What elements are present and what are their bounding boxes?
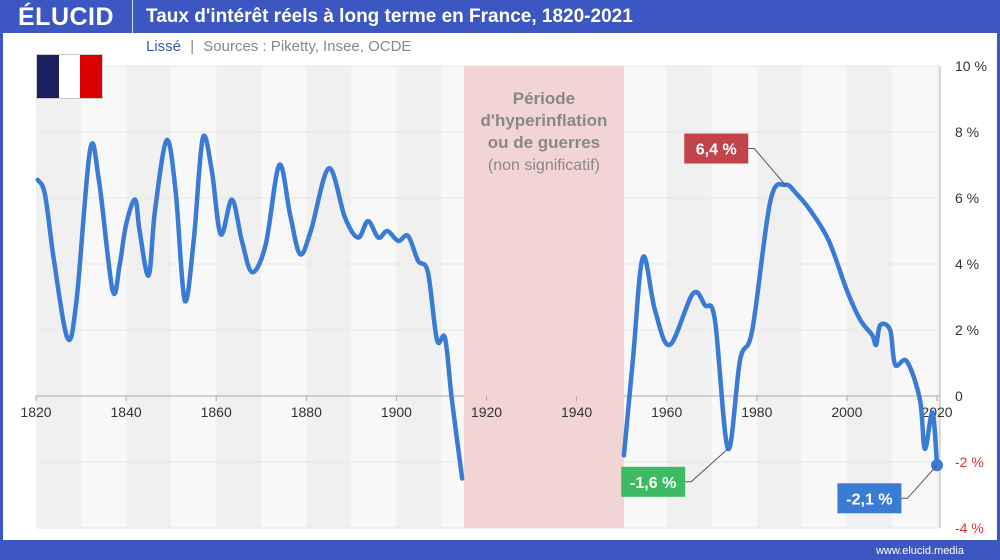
x-tick-label: 1920 (471, 404, 502, 420)
annotation-leader (901, 464, 938, 499)
sources-label: Sources : Piketty, Insee, OCDE (203, 38, 412, 55)
y-tick-label: 8 % (955, 124, 979, 140)
x-tick-label: 2000 (831, 404, 862, 420)
decade-stripe (306, 66, 352, 528)
y-tick-label: 0 (955, 388, 963, 404)
annotation-box (684, 133, 749, 164)
subtitle-separator: | (190, 38, 195, 55)
chart-subtitle: Lissé | Sources : Piketty, Insee, OCDE (146, 38, 411, 55)
header-bar: ÉLUCID Taux d'intérêt réels à long terme… (0, 0, 1000, 33)
smoothed-label: Lissé (146, 38, 182, 55)
annotation-leader (748, 148, 786, 186)
decade-stripe (801, 66, 847, 528)
band-label-line: (non significatif) (488, 157, 600, 174)
annotation-box (837, 483, 902, 514)
flag-white (58, 55, 81, 98)
annotation-label: 6,4 % (696, 142, 737, 159)
header-divider (132, 0, 133, 33)
x-tick-label: 1820 (20, 404, 51, 420)
x-tick-label: 1960 (651, 404, 682, 420)
y-tick-label: 2 % (955, 322, 979, 338)
france-flag-icon (36, 54, 103, 99)
x-tick-label: 1860 (201, 404, 232, 420)
decade-stripe (396, 66, 442, 528)
band-label-line: ou de guerres (488, 133, 600, 152)
y-tick-label: 10 % (955, 58, 987, 74)
x-tick-label: 1880 (291, 404, 322, 420)
hyperinflation-band (463, 66, 624, 528)
annotation-box (621, 466, 686, 497)
elucid-logo: ÉLUCID (18, 3, 115, 31)
series-line (35, 133, 465, 481)
decade-stripe (891, 66, 937, 528)
annotation-label: -1,6 % (630, 475, 676, 492)
x-tick-label: 1980 (741, 404, 772, 420)
annotation-leader (685, 448, 729, 483)
x-tick-label: 1900 (381, 404, 412, 420)
decade-stripe (846, 66, 892, 528)
x-tick-label: 1940 (561, 404, 592, 420)
chart-title: Taux d'intérêt réels à long terme en Fra… (146, 6, 633, 27)
flag-red (80, 55, 103, 98)
decade-stripe (621, 66, 667, 528)
x-tick-label: 1840 (111, 404, 142, 420)
decade-stripe (261, 66, 307, 528)
decade-stripe (351, 66, 397, 528)
y-tick-label: 6 % (955, 190, 979, 206)
decade-stripe (937, 66, 940, 528)
decade-stripe (171, 66, 217, 528)
decade-stripe (756, 66, 802, 528)
y-tick-label: 4 % (955, 256, 979, 272)
band-label-line: d'hyperinflation (481, 111, 608, 130)
decade-stripe (216, 66, 262, 528)
decade-stripe (126, 66, 172, 528)
decade-stripe (81, 66, 127, 528)
footer-url[interactable]: www.elucid.media (875, 545, 964, 557)
flag-blue (37, 55, 59, 98)
y-tick-label: -4 % (955, 520, 984, 536)
band-label-line: Période (513, 89, 575, 108)
y-tick-label: -2 % (955, 454, 984, 470)
series-line (621, 181, 940, 468)
x-tick-label: 2020 (921, 404, 952, 420)
annotation-label: -2,1 % (846, 491, 892, 508)
